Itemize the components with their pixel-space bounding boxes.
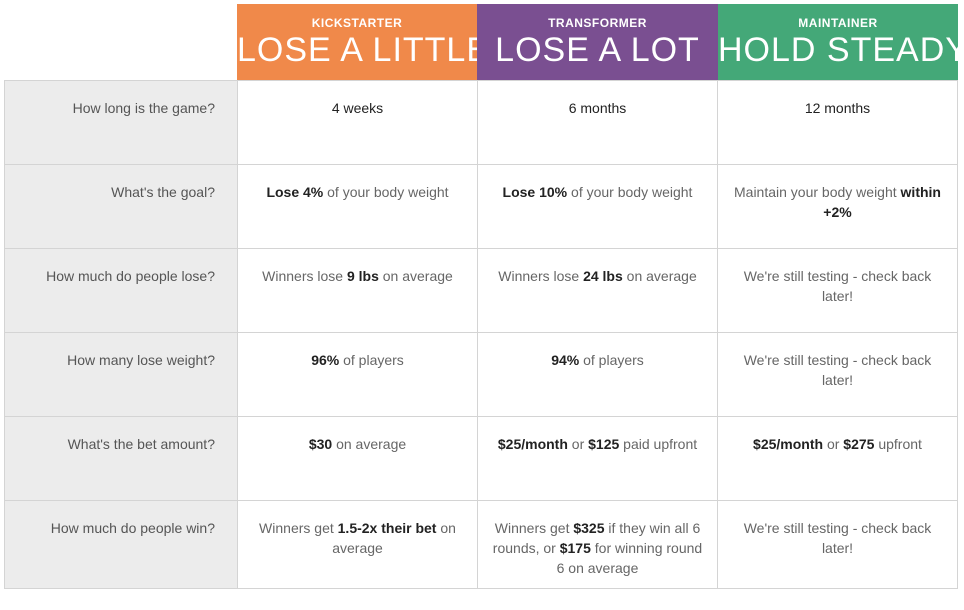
answer-text: of your body weight bbox=[323, 184, 449, 200]
answer-cell: Lose 4% of your body weight bbox=[237, 164, 478, 249]
answer-text: 12 months bbox=[804, 100, 871, 116]
answer-text: 4 weeks bbox=[331, 100, 384, 116]
answer-text: of players bbox=[579, 352, 644, 368]
answer-text: if they win all 6 rounds, or bbox=[492, 520, 701, 556]
answer-highlight: 24 lbs bbox=[583, 268, 623, 284]
transformer-header: TRANSFORMER LOSE A LOT bbox=[477, 4, 718, 80]
answer-text: or bbox=[823, 436, 844, 452]
answer-highlight: $175 bbox=[559, 540, 591, 556]
answer-text: Maintain your body weight bbox=[734, 184, 901, 200]
answer-cell: Maintain your body weight within +2% bbox=[717, 164, 958, 249]
answer-cell: 6 months bbox=[477, 80, 718, 165]
answer-cell: 4 weeks bbox=[237, 80, 478, 165]
answer-highlight: $30 bbox=[308, 436, 333, 452]
table-row: How many lose weight? 96% of players 94% o… bbox=[4, 332, 958, 417]
answer-text: of players bbox=[339, 352, 404, 368]
answer-text: Winners get bbox=[494, 520, 574, 536]
answer-cell: $30 on average bbox=[237, 416, 478, 501]
answer-text: on average bbox=[332, 436, 407, 452]
answer-text: paid upfront bbox=[619, 436, 698, 452]
table-row: How much do people win? Winners get 1.5-2… bbox=[4, 500, 958, 589]
answer-cell: Lose 10% of your body weight bbox=[477, 164, 718, 249]
answer-highlight: 94% bbox=[551, 352, 580, 368]
answer-cell: We're still testing - check back later! bbox=[717, 500, 958, 589]
table-row: How long is the game? 4 weeks 6 months 12 m… bbox=[4, 80, 958, 165]
comparison-table: How long is the game? 4 weeks 6 months 12 m… bbox=[4, 80, 958, 589]
answer-highlight: $325 bbox=[573, 520, 605, 536]
answer-highlight: $275 bbox=[843, 436, 875, 452]
answer-highlight: within +2% bbox=[823, 184, 941, 220]
row-question: How much do people win? bbox=[4, 500, 238, 589]
column-title: HOLD STEADY bbox=[718, 31, 964, 69]
answer-cell: We're still testing - check back later! bbox=[717, 248, 958, 333]
row-question: How many lose weight? bbox=[4, 332, 238, 417]
answer-text: We're still testing - check back later! bbox=[743, 268, 932, 304]
answer-text: for winning round 6 on average bbox=[556, 540, 703, 576]
answer-cell: $25/month or $275 upfront bbox=[717, 416, 958, 501]
answer-text: Winners get bbox=[259, 520, 338, 536]
answer-text: on average bbox=[332, 520, 456, 556]
table-row: What's the goal? Lose 4% of your body wei… bbox=[4, 164, 958, 249]
column-kicker: MAINTAINER bbox=[798, 16, 878, 30]
table-row: How much do people lose? Winners lose 9 l… bbox=[4, 248, 958, 333]
answer-cell: 96% of players bbox=[237, 332, 478, 417]
answer-highlight: 9 lbs bbox=[346, 268, 379, 284]
answer-highlight: Lose 4% bbox=[266, 184, 324, 200]
row-question: How much do people lose? bbox=[4, 248, 238, 333]
column-kicker: KICKSTARTER bbox=[311, 16, 403, 30]
answer-text: 6 months bbox=[568, 100, 627, 116]
row-question: How long is the game? bbox=[4, 80, 238, 165]
answer-cell: Winners lose 24 lbs on average bbox=[477, 248, 718, 333]
table-row: What's the bet amount? $30 on average $25/… bbox=[4, 416, 958, 501]
answer-highlight: $25/month bbox=[753, 436, 824, 452]
answer-text: We're still testing - check back later! bbox=[743, 352, 932, 388]
answer-highlight: 96% bbox=[311, 352, 340, 368]
answer-text: We're still testing - check back later! bbox=[743, 520, 932, 556]
answer-text: Winners lose bbox=[262, 268, 347, 284]
answer-cell: Winners get 1.5-2x their bet on average bbox=[237, 500, 478, 589]
maintainer-header: MAINTAINER HOLD STEADY bbox=[718, 4, 964, 80]
answer-text: Winners lose bbox=[498, 268, 584, 284]
answer-cell: We're still testing - check back later! bbox=[717, 332, 958, 417]
row-question: What's the goal? bbox=[4, 164, 238, 249]
row-question: What's the bet amount? bbox=[4, 416, 238, 501]
answer-text: of your body weight bbox=[567, 184, 693, 200]
answer-highlight: $125 bbox=[588, 436, 620, 452]
kickstarter-header: KICKSTARTER LOSE A LITTLE bbox=[237, 4, 491, 80]
column-kicker: TRANSFORMER bbox=[548, 16, 647, 30]
answer-text: upfront bbox=[874, 436, 922, 452]
column-title: LOSE A LOT bbox=[495, 31, 700, 69]
answer-cell: 94% of players bbox=[477, 332, 718, 417]
answer-cell: 12 months bbox=[717, 80, 958, 165]
answer-text: on average bbox=[622, 268, 697, 284]
answer-text: on average bbox=[378, 268, 453, 284]
column-title: LOSE A LITTLE bbox=[237, 31, 491, 69]
answer-cell: Winners lose 9 lbs on average bbox=[237, 248, 478, 333]
answer-cell: Winners get $325 if they win all 6 round… bbox=[477, 500, 718, 589]
answer-highlight: Lose 10% bbox=[502, 184, 568, 200]
answer-cell: $25/month or $125 paid upfront bbox=[477, 416, 718, 501]
answer-text: or bbox=[567, 436, 589, 452]
answer-highlight: 1.5-2x their bet bbox=[337, 520, 437, 536]
answer-highlight: $25/month bbox=[497, 436, 568, 452]
